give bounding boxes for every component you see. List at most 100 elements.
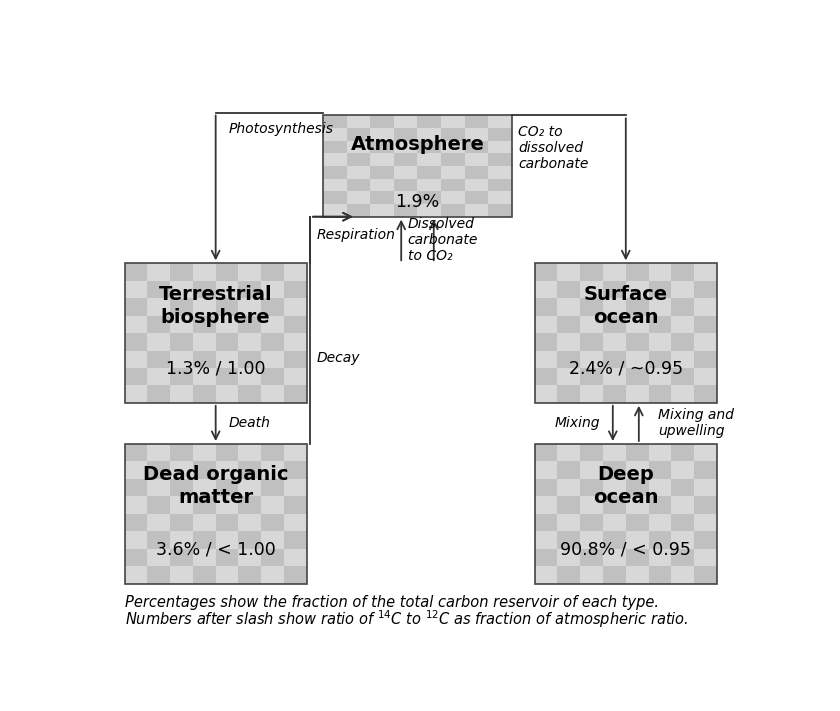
Bar — [370, 178, 394, 191]
Bar — [124, 496, 147, 514]
Bar — [323, 166, 347, 178]
Bar — [648, 263, 671, 281]
Bar — [626, 333, 648, 351]
Bar — [193, 298, 216, 316]
Text: Dissolved
carbonate
to CO₂: Dissolved carbonate to CO₂ — [407, 217, 478, 263]
Bar — [171, 298, 193, 316]
Bar — [239, 566, 261, 584]
Bar — [147, 566, 170, 584]
Text: Surface
ocean: Surface ocean — [584, 285, 668, 326]
Bar — [603, 479, 626, 496]
Bar — [261, 385, 284, 403]
Bar — [603, 514, 626, 531]
Bar — [147, 298, 170, 316]
Bar — [417, 191, 441, 204]
Bar — [216, 514, 239, 531]
Bar — [124, 549, 147, 566]
Bar — [465, 141, 488, 154]
Text: Atmosphere: Atmosphere — [350, 134, 485, 154]
Bar — [323, 141, 347, 154]
Bar — [347, 141, 370, 154]
Bar — [417, 141, 441, 154]
Bar — [694, 298, 717, 316]
Bar — [626, 316, 648, 333]
Bar — [216, 281, 239, 298]
Bar — [694, 333, 717, 351]
Bar — [193, 531, 216, 549]
Bar — [261, 496, 284, 514]
Bar — [580, 566, 603, 584]
Bar — [147, 351, 170, 368]
Bar — [147, 479, 170, 496]
Bar — [193, 333, 216, 351]
Bar — [124, 444, 307, 584]
Bar — [694, 531, 717, 549]
Bar — [558, 549, 580, 566]
Bar — [147, 461, 170, 479]
Bar — [239, 461, 261, 479]
Bar — [488, 166, 512, 178]
Bar — [171, 333, 193, 351]
Bar — [535, 351, 558, 368]
Bar — [603, 461, 626, 479]
Bar — [124, 298, 147, 316]
Bar — [648, 333, 671, 351]
Bar — [648, 385, 671, 403]
Bar — [558, 351, 580, 368]
Bar — [535, 566, 558, 584]
Bar — [124, 333, 147, 351]
Text: 90.8% / < 0.95: 90.8% / < 0.95 — [560, 540, 691, 558]
Bar — [239, 298, 261, 316]
Bar — [671, 549, 694, 566]
Bar — [370, 115, 394, 128]
Bar — [694, 479, 717, 496]
Bar — [603, 444, 626, 461]
Bar — [603, 298, 626, 316]
Bar — [580, 531, 603, 549]
Bar — [441, 154, 465, 166]
Bar — [417, 154, 441, 166]
Text: Death: Death — [228, 417, 270, 430]
Bar — [347, 166, 370, 178]
Bar — [216, 566, 239, 584]
Bar — [558, 514, 580, 531]
Bar — [580, 549, 603, 566]
Bar — [648, 368, 671, 385]
Bar — [441, 128, 465, 141]
Bar — [193, 263, 216, 281]
Bar — [535, 496, 558, 514]
Bar — [626, 281, 648, 298]
Bar — [535, 368, 558, 385]
Bar — [193, 566, 216, 584]
Bar — [216, 316, 239, 333]
Bar — [694, 566, 717, 584]
Bar — [284, 385, 307, 403]
Bar — [441, 191, 465, 204]
Bar — [671, 281, 694, 298]
Bar — [261, 281, 284, 298]
Bar — [488, 115, 512, 128]
Bar — [694, 281, 717, 298]
Text: Percentages show the fraction of the total carbon reservoir of each type.: Percentages show the fraction of the tot… — [124, 595, 659, 610]
Bar — [171, 496, 193, 514]
Bar — [441, 178, 465, 191]
Bar — [394, 204, 417, 217]
Bar — [394, 141, 417, 154]
Bar — [261, 263, 284, 281]
Bar — [124, 263, 307, 403]
Bar — [671, 479, 694, 496]
Bar — [193, 444, 216, 461]
Bar — [323, 115, 347, 128]
Bar — [626, 531, 648, 549]
Text: Numbers after slash show ratio of $^{14}$C to $^{12}$C as fraction of atmospheri: Numbers after slash show ratio of $^{14}… — [124, 608, 688, 630]
Bar — [147, 263, 170, 281]
Bar — [284, 514, 307, 531]
Bar — [558, 368, 580, 385]
Text: Deep
ocean: Deep ocean — [593, 466, 659, 507]
Bar — [671, 566, 694, 584]
Bar — [417, 178, 441, 191]
Bar — [284, 461, 307, 479]
Bar — [671, 351, 694, 368]
Bar — [124, 461, 147, 479]
Bar — [465, 154, 488, 166]
